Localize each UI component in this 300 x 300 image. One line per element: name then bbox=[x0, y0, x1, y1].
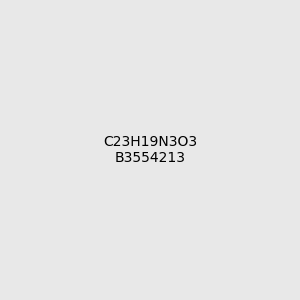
Text: C23H19N3O3
B3554213: C23H19N3O3 B3554213 bbox=[103, 135, 197, 165]
